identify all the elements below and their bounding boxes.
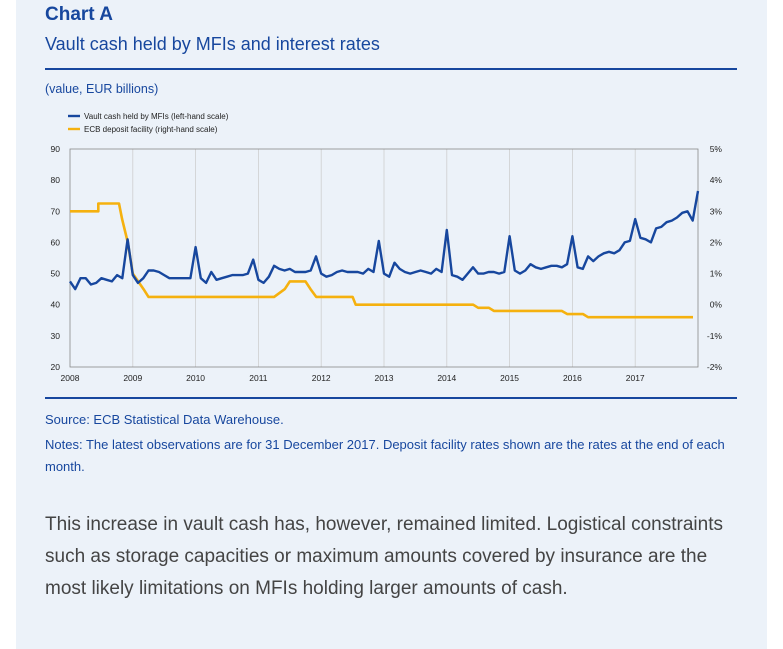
y-left-tick-label: 80 [51, 175, 61, 185]
y-right-tick-label: -1% [707, 331, 723, 341]
source-note: Source: ECB Statistical Data Warehouse. [45, 412, 284, 427]
x-tick-label: 2016 [563, 373, 582, 383]
x-tick-label: 2010 [186, 373, 205, 383]
deposit-facility-line [70, 202, 693, 319]
x-tick-label: 2013 [375, 373, 394, 383]
y-right-tick-label: 5% [710, 144, 723, 154]
title-rule [45, 68, 737, 70]
plot-frame [69, 148, 699, 368]
x-tick-label: 2008 [61, 373, 80, 383]
y-left-tick-label: 90 [51, 144, 61, 154]
axis-labels: 2008 2009 2010 2011 2012 2013 2014 2015 2016 2017… [51, 144, 723, 383]
y-left-tick-label: 60 [51, 237, 61, 247]
vault-cash-line [69, 190, 700, 291]
unit-label: (value, EUR billions) [45, 82, 159, 96]
y-right-tick-label: 1% [710, 269, 723, 279]
body-paragraph: This increase in vault cash has, however… [45, 514, 723, 599]
legend-label-vault-cash: Vault cash held by MFIs (left-hand scale… [84, 112, 229, 121]
y-right-tick-label: 3% [710, 206, 723, 216]
y-left-tick-label: 70 [51, 206, 61, 216]
y-left-tick-label: 20 [51, 362, 61, 372]
chart-title: Chart A [45, 4, 113, 25]
chart-subtitle: Vault cash held by MFIs and interest rat… [45, 34, 380, 54]
line-chart: 2008 2009 2010 2011 2012 2013 2014 2015 2016 2017… [51, 112, 723, 383]
legend: Vault cash held by MFIs (left-hand scale… [68, 112, 229, 134]
grid-lines [132, 149, 636, 367]
series-lines [69, 190, 700, 319]
y-left-tick-label: 50 [51, 269, 61, 279]
x-tick-label: 2012 [312, 373, 331, 383]
y-right-tick-label: 2% [710, 237, 723, 247]
y-right-tick-label: -2% [707, 362, 723, 372]
page-background [16, 0, 767, 649]
y-left-tick-label: 40 [51, 300, 61, 310]
x-tick-label: 2009 [123, 373, 142, 383]
y-left-tick-label: 30 [51, 331, 61, 341]
notes-text: Notes: The latest observations are for 3… [45, 437, 725, 474]
x-tick-label: 2017 [626, 373, 645, 383]
x-tick-label: 2011 [249, 373, 268, 383]
x-tick-label: 2014 [437, 373, 456, 383]
source-rule [45, 397, 737, 399]
legend-label-deposit-facility: ECB deposit facility (right-hand scale) [84, 125, 218, 134]
y-right-tick-label: 4% [710, 175, 723, 185]
x-tick-label: 2015 [500, 373, 519, 383]
y-right-tick-label: 0% [710, 300, 723, 310]
